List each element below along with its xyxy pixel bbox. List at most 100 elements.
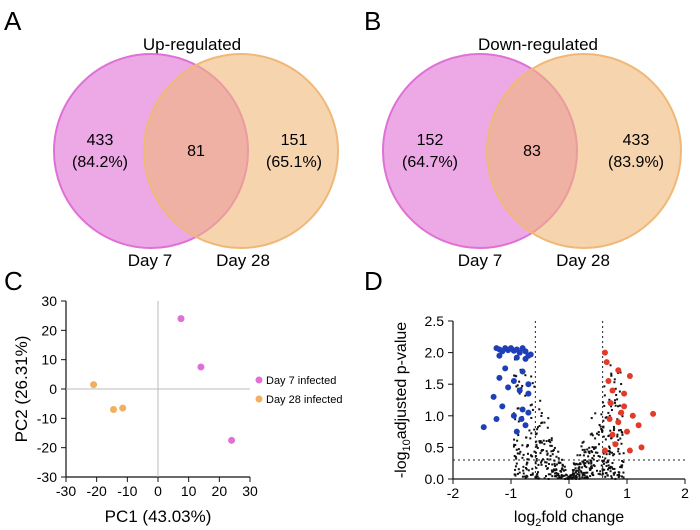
volcano-ns-point	[543, 421, 546, 424]
volcano-ns-point	[535, 467, 538, 470]
volcano-ns-point	[606, 450, 609, 453]
volcano-ns-point	[539, 461, 542, 464]
volcano-ns-point	[535, 476, 538, 479]
volcano-ns-point	[574, 474, 577, 477]
venn-a-day28-circle	[143, 53, 339, 249]
volcano-ns-point	[600, 464, 603, 467]
volcano-ns-point	[590, 460, 593, 463]
venn-b-day28-circle	[486, 53, 682, 249]
volcano-ns-point	[613, 471, 616, 474]
volcano-up-point	[626, 447, 633, 454]
volcano-ns-point	[619, 466, 622, 469]
volcano-ns-point	[531, 467, 534, 470]
volcano-ns-point	[545, 461, 548, 464]
volcano-ns-point	[613, 399, 616, 402]
volcano-down-point	[513, 428, 520, 435]
venn-a-left-count: 433	[87, 132, 114, 149]
volcano-ns-point	[601, 430, 604, 433]
volcano-ns-point	[587, 450, 590, 453]
volcano-ns-point	[584, 462, 587, 465]
volcano-ns-point	[599, 470, 602, 473]
volcano-down-point	[519, 368, 526, 375]
volcano-ns-point	[517, 448, 520, 451]
volcano-up-point	[607, 400, 614, 407]
volcano-down-point	[516, 387, 523, 394]
pca-xtick-label: 30	[242, 483, 258, 499]
volcano-ns-point	[547, 417, 550, 420]
volcano-ns-point	[525, 445, 528, 448]
volcano-ns-point	[536, 473, 539, 476]
pca-ytick-label: 10	[41, 352, 57, 368]
venn-b-left-percent: (64.7%)	[402, 154, 458, 171]
pca-point-day28	[119, 404, 127, 412]
volcano-ns-point	[579, 462, 582, 465]
volcano-ns-point	[569, 475, 572, 478]
pca-xtick-label: -20	[87, 483, 107, 499]
volcano-ns-point	[616, 435, 619, 438]
volcano-ns-point	[590, 465, 593, 468]
volcano-down-point	[522, 348, 529, 355]
volcano-ns-point	[530, 416, 533, 419]
volcano-ns-point	[603, 394, 606, 397]
volcano-ns-point	[575, 462, 578, 465]
volcano-ns-point	[609, 467, 612, 470]
volcano-ns-point	[516, 384, 519, 387]
venn-b-left-count: 152	[417, 132, 444, 149]
volcano-ns-point	[540, 459, 543, 462]
volcano-ns-point	[605, 453, 608, 456]
volcano-ns-point	[549, 454, 552, 457]
volcano-ns-point	[546, 458, 549, 461]
volcano-ns-point	[526, 458, 529, 461]
volcano-up-point	[618, 409, 625, 416]
volcano-ns-point	[560, 473, 563, 476]
volcano-ns-point	[603, 404, 606, 407]
volcano-ns-point	[540, 414, 543, 417]
pca-point-day7	[177, 315, 185, 323]
volcano-ns-point	[612, 472, 615, 475]
volcano-ns-point	[550, 439, 553, 442]
volcano-ns-point	[515, 462, 518, 465]
volcano-ns-point	[530, 454, 533, 457]
volcano-ns-point	[583, 476, 586, 479]
volcano-ns-point	[549, 444, 552, 447]
volcano-ns-point	[531, 472, 534, 475]
volcano-down-point	[525, 381, 532, 388]
volcano-ns-point	[557, 457, 560, 460]
volcano-ns-point	[563, 474, 566, 477]
volcano-ns-point	[620, 475, 623, 478]
volcano-ns-point	[558, 475, 561, 478]
volcano-ns-point	[570, 477, 573, 480]
volcano-ns-point	[602, 419, 605, 422]
volcano-ns-point	[535, 443, 538, 446]
pca-point-day28	[90, 381, 98, 389]
volcano-ns-point	[583, 474, 586, 477]
pca-ytick-label: 30	[41, 293, 57, 309]
volcano-ns-point	[617, 450, 620, 453]
volcano-ns-point	[563, 465, 566, 468]
volcano-ns-point	[548, 438, 551, 441]
volcano-ns-point	[524, 476, 527, 479]
volcano-ns-point	[520, 387, 523, 390]
volcano-ns-point	[546, 467, 549, 470]
volcano-down-point	[513, 354, 520, 361]
volcano-ns-point	[526, 443, 529, 446]
volcano-up-point	[601, 349, 608, 356]
volcano-xtick-label: -1	[505, 485, 518, 501]
volcano-ns-point	[607, 411, 610, 414]
volcano-ns-point	[538, 424, 541, 427]
volcano-down-point	[527, 351, 534, 358]
volcano-ns-point	[555, 475, 558, 478]
volcano-ns-point	[541, 449, 544, 452]
volcano-ns-point	[619, 437, 622, 440]
volcano-down-point	[519, 406, 526, 413]
volcano-ns-point	[540, 441, 543, 444]
volcano-ns-point	[611, 467, 614, 470]
volcano-ns-point	[553, 469, 556, 472]
volcano-ns-point	[582, 440, 585, 443]
volcano-ns-point	[540, 463, 543, 466]
volcano-ns-point	[577, 467, 580, 470]
volcano-ns-point	[606, 468, 609, 471]
volcano-ns-point	[537, 471, 540, 474]
pca-xlabel: PC1 (43.03%)	[105, 507, 212, 526]
volcano-ns-point	[601, 472, 604, 475]
